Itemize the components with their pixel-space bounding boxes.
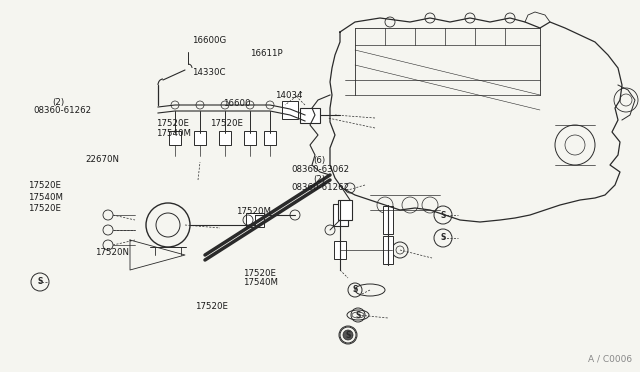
Bar: [282, 101, 298, 119]
Text: S: S: [346, 330, 351, 340]
Text: 08360-63062: 08360-63062: [291, 165, 349, 174]
Text: (2): (2): [314, 175, 326, 184]
Text: 17520E: 17520E: [210, 119, 243, 128]
Text: 22670N: 22670N: [85, 155, 119, 164]
Text: (2): (2): [52, 98, 65, 107]
Text: 08360-61262: 08360-61262: [33, 106, 92, 115]
Bar: [244, 131, 256, 145]
Text: S: S: [440, 211, 445, 219]
Bar: [383, 206, 393, 234]
Text: 14330C: 14330C: [192, 68, 225, 77]
Text: 17520E: 17520E: [195, 302, 228, 311]
Text: 14034: 14034: [275, 92, 303, 100]
Bar: [246, 213, 264, 227]
Bar: [300, 108, 320, 122]
Text: 16611P: 16611P: [250, 49, 282, 58]
Text: 17520E: 17520E: [156, 119, 189, 128]
Text: 17520M: 17520M: [236, 207, 271, 216]
Text: S: S: [352, 285, 358, 295]
Bar: [334, 241, 346, 259]
Bar: [169, 131, 181, 145]
Text: 08360-61262: 08360-61262: [291, 183, 349, 192]
Circle shape: [343, 330, 353, 340]
Text: 17520E: 17520E: [28, 204, 61, 213]
Bar: [194, 131, 206, 145]
Text: 17540M: 17540M: [28, 193, 63, 202]
Text: 16600G: 16600G: [192, 36, 227, 45]
Text: 17540M: 17540M: [156, 129, 191, 138]
Text: 16600: 16600: [223, 99, 250, 108]
Text: 17520E: 17520E: [28, 182, 61, 190]
Bar: [264, 131, 276, 145]
Text: S: S: [355, 311, 361, 320]
Text: A / C0006: A / C0006: [588, 355, 632, 364]
Bar: [338, 200, 352, 220]
Text: 17520N: 17520N: [95, 248, 129, 257]
Bar: [383, 236, 393, 264]
Text: 17520E: 17520E: [243, 269, 276, 278]
Text: 17540M: 17540M: [243, 278, 278, 287]
Text: (6): (6): [314, 156, 326, 165]
Bar: [333, 204, 348, 226]
Text: S: S: [440, 234, 445, 243]
Bar: [219, 131, 231, 145]
Text: S: S: [37, 278, 43, 286]
